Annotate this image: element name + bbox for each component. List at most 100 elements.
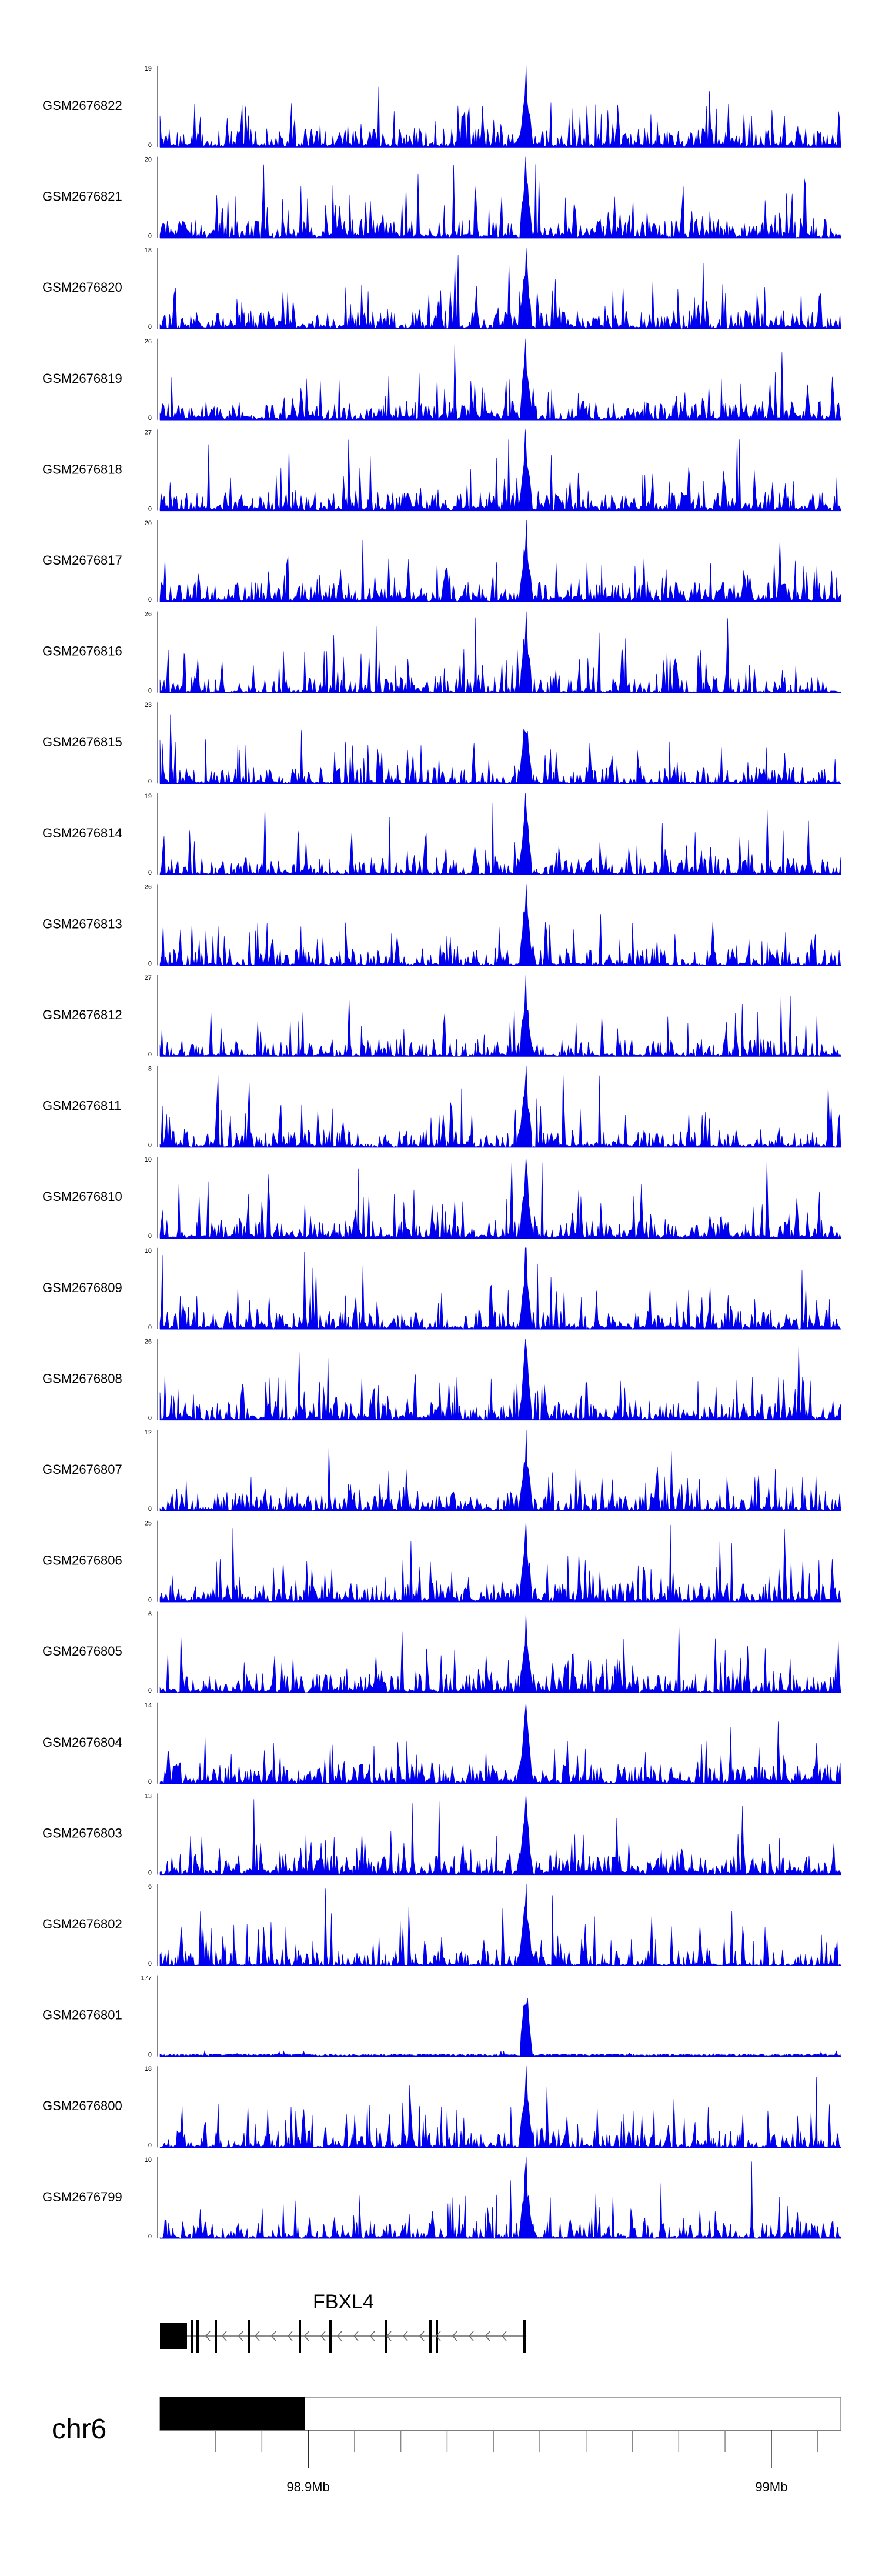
strand-arrow-icon: [320, 2331, 326, 2341]
track-GSM2676812: GSM2676812 27 0: [42, 975, 841, 1058]
track-signal-area: [159, 611, 841, 693]
strand-arrow-icon: [353, 2331, 359, 2341]
track-ymin-label: 0: [148, 778, 152, 785]
track-ymax-label: 26: [145, 1338, 152, 1345]
track-GSM2676818: GSM2676818 27 0: [42, 429, 841, 512]
strand-arrow-icon: [271, 2331, 276, 2341]
track-name-label: GSM2676803: [42, 1826, 122, 1840]
strand-arrow-icon: [403, 2331, 408, 2341]
track-signal-area: [159, 1247, 841, 1330]
gene-exon-utr: [160, 2323, 187, 2349]
track-ymin-label: 0: [148, 1597, 152, 1604]
gene-annotation-track: FBXL4: [160, 2291, 526, 2353]
track-signal-area: [159, 1520, 841, 1603]
track-GSM2676805: GSM2676805 6 0: [42, 1611, 841, 1694]
strand-arrow-icon: [205, 2331, 211, 2341]
track-signal-area: [159, 2157, 841, 2239]
gene-exon: [429, 2320, 432, 2353]
track-GSM2676799: GSM2676799 10 0: [42, 2157, 841, 2240]
track-ymax-label: 177: [141, 1975, 152, 1982]
strand-arrow-icon: [419, 2331, 425, 2341]
track-ymin-label: 0: [148, 1324, 152, 1331]
track-ymax-label: 27: [145, 429, 152, 436]
track-ymin-label: 0: [148, 2233, 152, 2240]
track-name-label: GSM2676817: [42, 553, 122, 568]
track-GSM2676804: GSM2676804 14 0: [42, 1702, 841, 1786]
track-ymax-label: 23: [145, 702, 152, 709]
strand-arrow-icon: [469, 2331, 474, 2341]
track-signal-area: [159, 975, 841, 1057]
track-name-label: GSM2676821: [42, 189, 122, 204]
strand-arrow-icon: [304, 2331, 309, 2341]
track-name-label: GSM2676812: [42, 1007, 122, 1022]
strand-arrow-icon: [238, 2331, 243, 2341]
chromosome-name-label: chr6: [52, 2414, 106, 2445]
track-name-label: GSM2676807: [42, 1462, 122, 1477]
track-signal-area: [159, 1157, 841, 1239]
chromosome-ideogram: chr6 98.9Mb 99Mb: [52, 2397, 841, 2494]
track-ymin-label: 0: [148, 688, 152, 695]
track-ymax-label: 27: [145, 975, 152, 982]
track-ymax-label: 20: [145, 156, 152, 163]
track-ymax-label: 12: [145, 1429, 152, 1436]
gene-exon: [191, 2320, 193, 2353]
track-ymin-label: 0: [148, 960, 152, 967]
track-ymax-label: 18: [145, 2066, 152, 2073]
track-ymin-label: 0: [148, 323, 152, 331]
track-signal-area: [159, 1339, 841, 1421]
track-ymin-label: 0: [148, 415, 152, 422]
track-ymin-label: 0: [148, 1051, 152, 1058]
track-name-label: GSM2676802: [42, 1917, 122, 1931]
track-GSM2676806: GSM2676806 25 0: [42, 1520, 841, 1604]
track-name-label: GSM2676811: [42, 1099, 121, 1113]
gene-exon: [299, 2320, 301, 2353]
strand-arrow-icon: [255, 2331, 260, 2341]
track-ymin-label: 0: [148, 1233, 152, 1240]
track-signal-area: [159, 1998, 841, 2057]
track-ymin-label: 0: [148, 2051, 152, 2058]
track-ymax-label: 13: [145, 1793, 152, 1800]
strand-arrow-icon: [485, 2331, 490, 2341]
track-ymax-label: 14: [145, 1702, 152, 1709]
track-ymin-label: 0: [148, 1869, 152, 1876]
track-name-label: GSM2676806: [42, 1553, 122, 1568]
track-GSM2676801: GSM2676801 177 0: [42, 1975, 841, 2058]
track-ymin-label: 0: [148, 869, 152, 876]
track-name-label: GSM2676813: [42, 916, 122, 931]
track-signal-area: [159, 2066, 841, 2148]
track-name-label: GSM2676801: [42, 2008, 122, 2023]
track-GSM2676802: GSM2676802 9 0: [42, 1884, 841, 1967]
track-name-label: GSM2676820: [42, 280, 122, 295]
track-signal-area: [159, 793, 841, 875]
track-ymin-label: 0: [148, 1142, 152, 1149]
track-ymin-label: 0: [148, 596, 152, 603]
track-name-label: GSM2676804: [42, 1735, 122, 1750]
track-ymin-label: 0: [148, 1414, 152, 1422]
track-ymin-label: 0: [148, 2142, 152, 2149]
track-ymin-label: 0: [148, 1506, 152, 1513]
track-GSM2676808: GSM2676808 26 0: [42, 1338, 841, 1422]
track-ymax-label: 18: [145, 247, 152, 254]
track-signal-area: [159, 429, 841, 512]
track-signal-area: [159, 884, 841, 966]
track-ymin-label: 0: [148, 1687, 152, 1694]
track-ymax-label: 20: [145, 520, 152, 527]
track-ymax-label: 10: [145, 1247, 152, 1254]
gene-exon: [436, 2320, 438, 2353]
genomic-axis-tick-label: 98.9Mb: [286, 2480, 329, 2494]
track-ymin-label: 0: [148, 233, 152, 240]
track-signal-area: [159, 1611, 841, 1693]
ideogram-dark-band: [160, 2397, 305, 2430]
track-signal-area: [159, 65, 841, 148]
strand-arrow-icon: [222, 2331, 227, 2341]
track-ymax-label: 10: [145, 1156, 152, 1163]
track-GSM2676821: GSM2676821 20 0: [42, 156, 841, 240]
track-GSM2676810: GSM2676810 10 0: [42, 1156, 841, 1240]
gene-exon: [523, 2320, 526, 2353]
track-name-label: GSM2676814: [42, 826, 122, 840]
track-ymin-label: 0: [148, 505, 152, 512]
track-name-label: GSM2676800: [42, 2098, 122, 2113]
track-ymax-label: 26: [145, 883, 152, 890]
track-ymax-label: 26: [145, 611, 152, 618]
